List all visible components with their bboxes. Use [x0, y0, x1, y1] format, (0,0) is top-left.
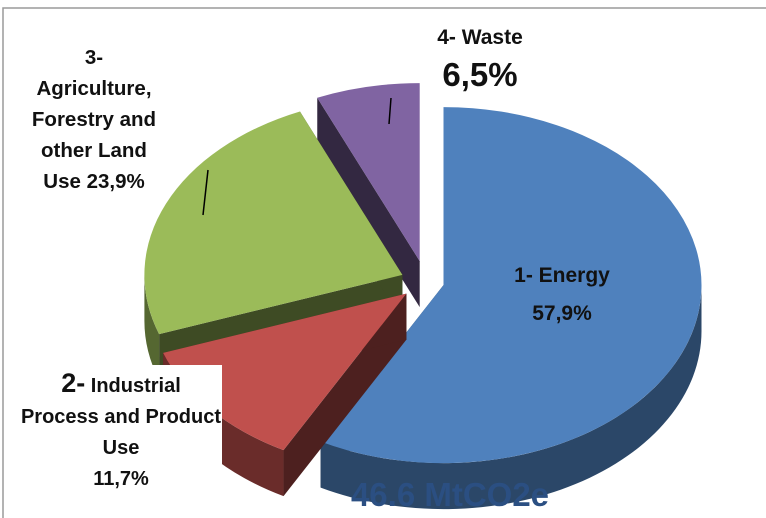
slice-top-industrial [163, 293, 407, 451]
agri-tail: Use [43, 170, 81, 193]
slice-value-waste: 6,5% [442, 56, 518, 93]
chart-border [2, 7, 766, 518]
slice-label-energy: 1- Energy [514, 264, 610, 287]
slice-top-agriculture [144, 111, 403, 335]
agri-number: 3- [84, 46, 104, 69]
slice-value-agriculture: Use 23,9% [14, 166, 174, 197]
slice-label-industrial: 2- Industrial Process and Product Use 11… [20, 368, 222, 495]
total-emissions-label: 46.6 MtCO2e [350, 476, 550, 513]
industrial-name: Industrial Process and Product Use [20, 375, 222, 459]
slice-value-energy: 57,9% [532, 302, 592, 325]
pie-slice-waste [317, 83, 420, 308]
leader-line-waste [388, 97, 392, 125]
slice-label-agriculture: 3- Agriculture, Forestry and other Land [14, 42, 174, 166]
pie-slice-energy [320, 107, 702, 510]
agri-value: 23,9% [86, 170, 145, 193]
pie-slice-industrial [163, 293, 407, 497]
label-background-industrial [20, 365, 222, 515]
slice-wall-waste-0 [317, 97, 420, 308]
slice-side-agriculture [144, 274, 160, 381]
industrial-number: 2- [61, 368, 86, 398]
agri-name: Agriculture, Forestry and other Land [31, 77, 157, 162]
slice-label-waste: 4- Waste [437, 26, 523, 49]
slice-top-waste [317, 83, 420, 262]
slice-top-energy [320, 107, 702, 464]
industrial-value: 11,7% [93, 468, 149, 490]
slice-side-energy [320, 285, 702, 510]
leader-line-agri [202, 169, 209, 216]
slice-side-industrial [163, 352, 284, 497]
